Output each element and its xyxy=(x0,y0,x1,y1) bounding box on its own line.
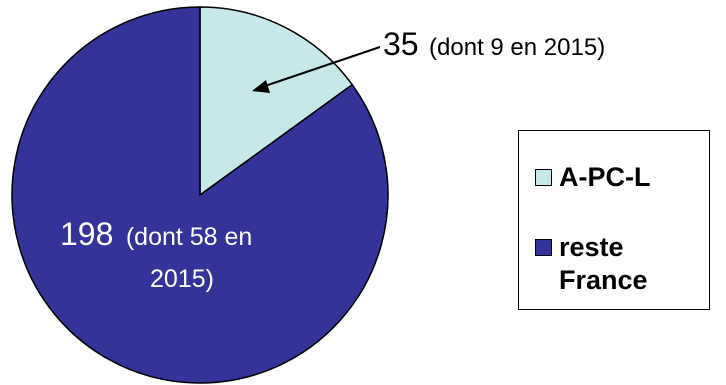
legend-swatch-reste-france xyxy=(535,239,552,256)
legend-item-reste-france: reste France xyxy=(535,231,689,297)
legend: A-PC-L reste France xyxy=(518,130,710,310)
a-pc-l-label-detail: (dont 9 en 2015) xyxy=(429,34,605,61)
reste-france-slice-label: 198 (dont 58 en 2015) xyxy=(60,216,252,293)
a-pc-l-leader-arrowhead xyxy=(252,80,270,93)
legend-label-a-pc-l: A-PC-L xyxy=(559,162,651,192)
legend-item-a-pc-l: A-PC-L xyxy=(535,161,689,194)
reste-france-label-detail-line2: 2015) xyxy=(150,265,214,293)
a-pc-l-label-value: 35 xyxy=(383,26,419,62)
reste-france-label-detail-line1: (dont 58 en xyxy=(126,223,253,251)
a-pc-l-leader-line xyxy=(261,46,381,88)
reste-france-label-value: 198 xyxy=(60,216,113,252)
a-pc-l-slice-label: 35 (dont 9 en 2015) xyxy=(383,26,605,62)
legend-swatch-a-pc-l xyxy=(535,169,552,186)
pie-slice-a-pc-l xyxy=(199,6,354,197)
legend-label-reste-france: reste France xyxy=(559,232,648,295)
pie-slice-reste-france xyxy=(11,6,389,384)
